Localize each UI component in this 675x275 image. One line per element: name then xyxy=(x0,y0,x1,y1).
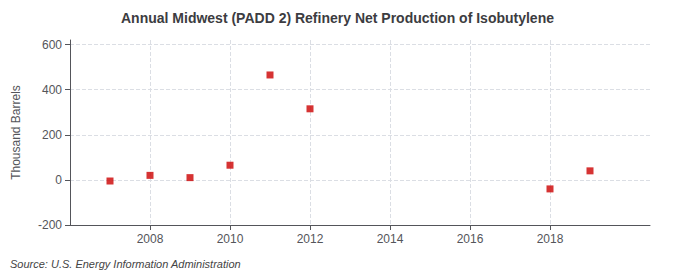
svg-text:Source: U.S. Energy Informatio: Source: U.S. Energy Information Administ… xyxy=(10,258,241,270)
svg-text:2010: 2010 xyxy=(217,232,244,246)
svg-text:600: 600 xyxy=(42,38,62,52)
svg-text:-200: -200 xyxy=(38,218,62,232)
svg-text:2012: 2012 xyxy=(297,232,324,246)
svg-text:Annual Midwest (PADD 2) Refine: Annual Midwest (PADD 2) Refinery Net Pro… xyxy=(121,10,554,26)
svg-text:0: 0 xyxy=(55,173,62,187)
svg-text:2014: 2014 xyxy=(377,232,404,246)
svg-text:400: 400 xyxy=(42,83,62,97)
svg-text:2018: 2018 xyxy=(537,232,564,246)
svg-text:2008: 2008 xyxy=(137,232,164,246)
svg-text:Thousand Barrels: Thousand Barrels xyxy=(9,85,23,180)
svg-text:200: 200 xyxy=(42,128,62,142)
svg-text:2016: 2016 xyxy=(457,232,484,246)
